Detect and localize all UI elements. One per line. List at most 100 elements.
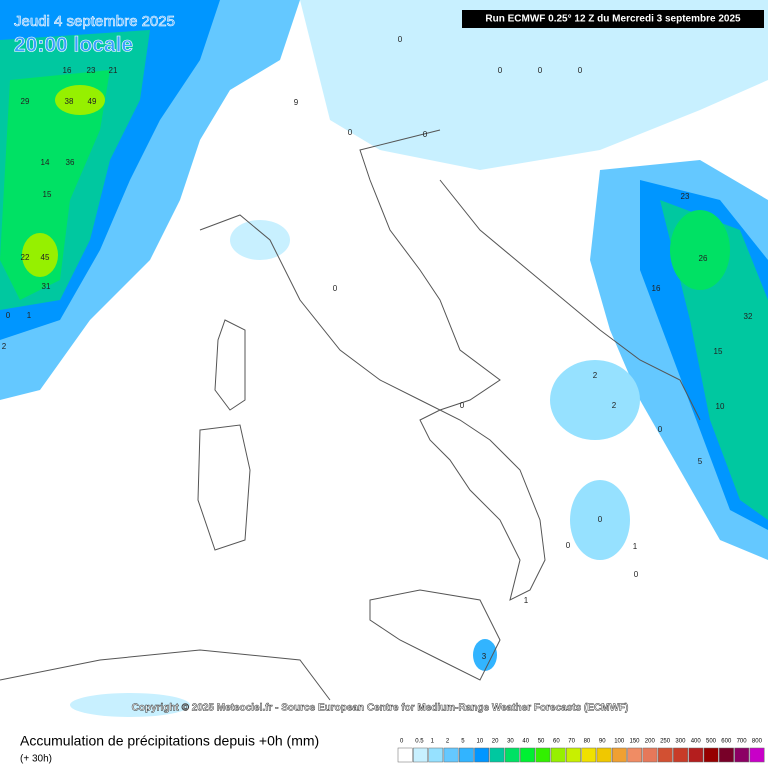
legend-level: 30 (507, 739, 514, 745)
legend-level: 600 (721, 739, 732, 745)
legend-swatch (520, 747, 535, 763)
legend-level: 700 (737, 739, 748, 745)
precip-label: 2 (593, 371, 598, 380)
precip-label: 45 (41, 253, 50, 262)
precip-label: 0 (498, 66, 503, 75)
precip-label: 15 (43, 190, 52, 199)
legend-swatch (611, 747, 627, 763)
precip-label: 21 (109, 66, 118, 75)
precip-label: 0 (333, 284, 338, 293)
legend-level: 0.5 (415, 739, 424, 745)
precip-label: 16 (63, 66, 72, 75)
legend-subtitle: (+ 30h) (20, 754, 52, 765)
precip-label: 0 (578, 66, 583, 75)
legend-swatch (535, 747, 551, 763)
legend-level: 500 (706, 739, 717, 745)
precip-label: 0 (566, 541, 571, 550)
legend-swatch (673, 747, 688, 763)
legend-swatch (642, 747, 658, 763)
precip-label: 0 (6, 311, 11, 320)
precip-label: 2 (2, 342, 7, 351)
precip-label: 0 (658, 425, 663, 434)
precip-label: 29 (21, 97, 30, 106)
precip-label: 36 (66, 158, 75, 167)
precip-label: 0 (460, 401, 465, 410)
precip-label: 26 (699, 254, 708, 263)
precip-field (0, 0, 768, 717)
legend-level: 800 (752, 739, 763, 745)
legend-level: 60 (553, 739, 560, 745)
precip-label: 2 (612, 401, 617, 410)
precip-label: 1 (633, 542, 638, 551)
precip-label: 14 (41, 158, 50, 167)
precip-label: 22 (21, 253, 30, 262)
legend-level: 250 (660, 739, 671, 745)
precip-label: 0 (398, 35, 403, 44)
precip-label: 32 (744, 312, 753, 321)
legend-level: 2 (446, 739, 450, 745)
legend-level: 90 (599, 739, 606, 745)
legend-swatch (489, 747, 505, 763)
legend-level: 150 (630, 739, 641, 745)
legend-swatch (581, 747, 597, 763)
run-box (462, 10, 764, 28)
legend-scale: 0 0.5 1 2 5 10 20 30 40 50 60 70 80 90 100 150 200 250 300… (397, 739, 765, 763)
precip-label: 38 (65, 97, 74, 106)
precip-label: 1 (27, 311, 32, 320)
precip-label: 15 (714, 347, 723, 356)
precip-label: 0 (598, 515, 603, 524)
legend-level: 1 (431, 739, 435, 745)
legend-swatch (657, 747, 673, 763)
legend-swatch (413, 747, 428, 763)
run-info: Run ECMWF 0.25° 12 Z du Mercredi 3 septe… (485, 14, 741, 25)
legend-level: 200 (645, 739, 656, 745)
precip-label: 16 (652, 284, 661, 293)
legend-swatch (749, 747, 765, 763)
time: 20:00 locale (14, 34, 133, 57)
date: Jeudi 4 septembre 2025 (14, 13, 175, 30)
legend-swatch (719, 747, 734, 763)
legend-swatch (428, 747, 444, 763)
legend-swatch (596, 747, 612, 763)
legend-level: 40 (522, 739, 529, 745)
legend-swatch (474, 747, 490, 763)
precip-label: 3 (482, 652, 487, 661)
legend-swatch (458, 747, 474, 763)
legend-level: 20 (492, 739, 499, 745)
legend-swatch (550, 747, 566, 763)
legend-swatch (734, 747, 750, 763)
legend-title: Accumulation de précipitations depuis +0… (20, 733, 319, 749)
legend-level: 50 (538, 739, 545, 745)
legend-level: 400 (691, 739, 702, 745)
precip-label: 1 (524, 596, 529, 605)
legend-level: 300 (675, 739, 686, 745)
precip-label: 31 (42, 282, 51, 291)
legend-level: 70 (568, 739, 575, 745)
precip-label: 5 (698, 457, 703, 466)
coastline (0, 129, 701, 701)
legend-swatch (504, 747, 520, 763)
legend-swatch (627, 747, 643, 763)
legend-level: 10 (477, 739, 484, 745)
legend-swatch (397, 747, 413, 763)
precip-label: 0 (538, 66, 543, 75)
precip-label: 0 (348, 128, 353, 137)
legend-swatch (566, 747, 581, 763)
copyright: Copyright © 2025 Meteociel.fr - Source E… (132, 703, 629, 714)
precip-label: 0 (634, 570, 639, 579)
legend-level: 80 (584, 739, 591, 745)
precip-label: 23 (87, 66, 96, 75)
precip-label: 0 (423, 130, 428, 139)
legend-level: 100 (614, 739, 625, 745)
precip-label: 23 (681, 192, 690, 201)
legend-swatch (688, 747, 704, 763)
precip-label: 10 (716, 402, 725, 411)
precip-label: 9 (294, 98, 299, 107)
legend-level: 0 (400, 739, 404, 745)
legend-swatch (443, 747, 459, 763)
legend-level: 5 (461, 739, 465, 745)
precip-label: 49 (88, 97, 97, 106)
legend-swatch (703, 747, 719, 763)
